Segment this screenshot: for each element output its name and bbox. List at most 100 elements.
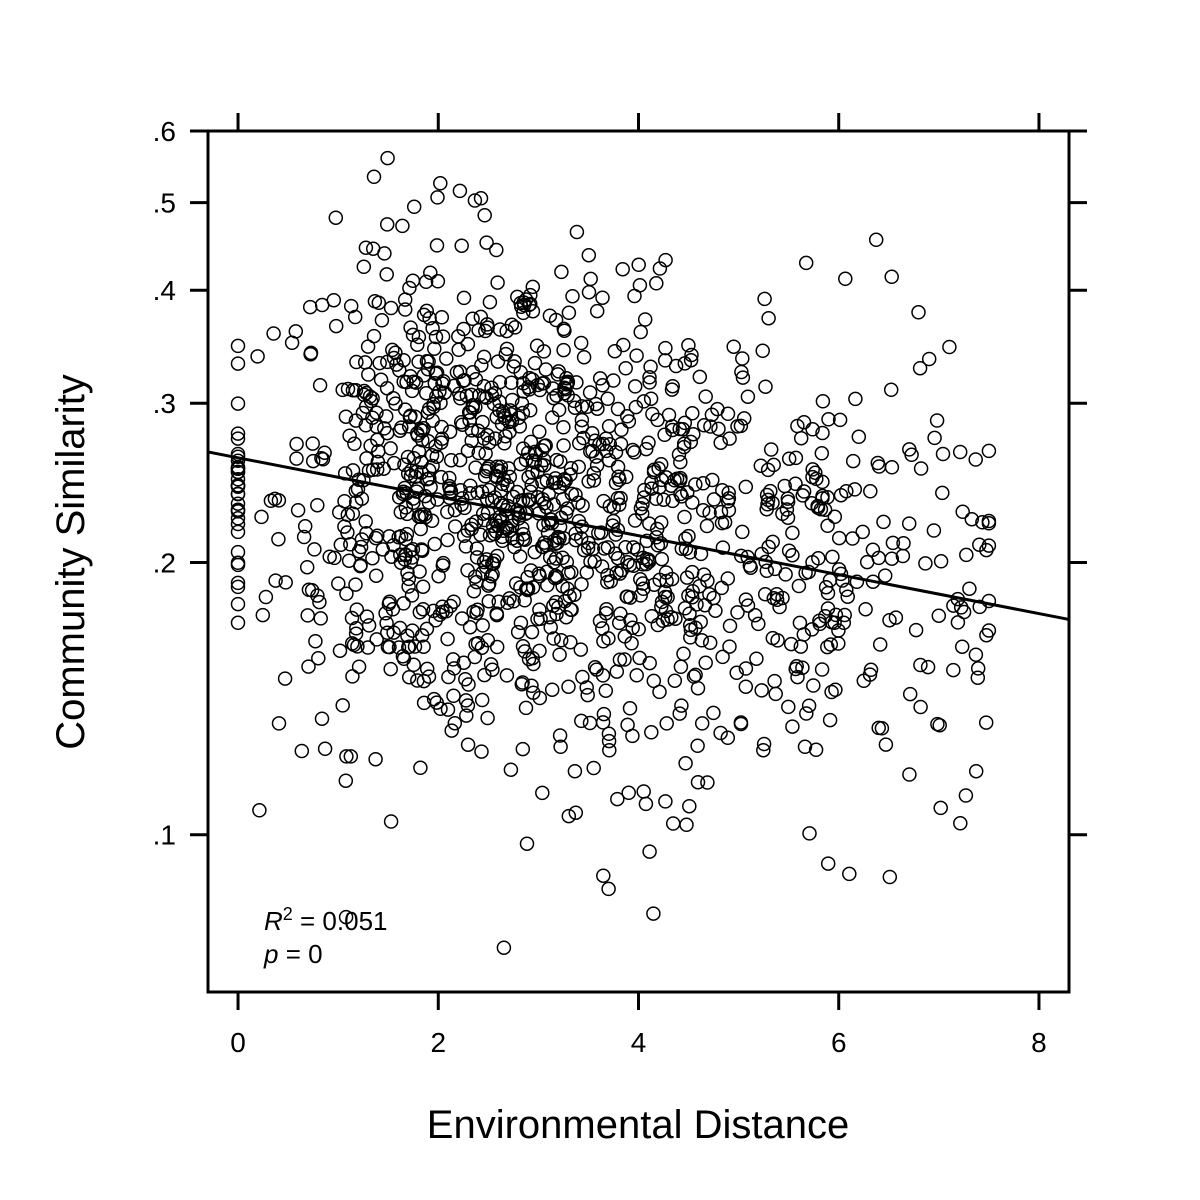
data-point-1041 [630, 542, 645, 557]
data-point-971 [632, 278, 648, 293]
y-tick-label-4: .5 [153, 188, 176, 219]
data-point-1129 [658, 252, 673, 268]
data-point-804 [587, 433, 603, 449]
data-point-675 [557, 472, 572, 487]
data-point-558 [518, 700, 534, 716]
data-point-457 [412, 564, 427, 579]
data-point-50 [369, 632, 384, 647]
data-point-777 [574, 577, 589, 592]
data-point-670 [506, 359, 521, 374]
data-point-1308 [913, 461, 929, 476]
data-point-436 [433, 176, 448, 191]
data-point-266 [437, 385, 453, 400]
data-point-262 [338, 909, 354, 925]
data-point-691 [532, 602, 547, 617]
data-point-292 [397, 302, 413, 317]
data-point-1256 [902, 442, 917, 457]
data-point-506 [311, 650, 326, 666]
data-point-160 [289, 436, 304, 452]
data-point-1125 [622, 557, 638, 573]
data-point-867 [567, 587, 582, 602]
data-point-948 [636, 784, 651, 799]
data-point-582 [537, 438, 552, 454]
data-point-908 [543, 620, 558, 635]
data-point-220 [401, 579, 416, 594]
data-point-987 [703, 419, 718, 434]
data-point-1385 [952, 444, 968, 460]
data-point-1039 [548, 594, 564, 610]
data-point-192 [398, 547, 413, 562]
data-point-1396 [931, 608, 947, 623]
data-point-1124 [720, 730, 736, 746]
data-point-184 [339, 749, 354, 764]
data-point-1138 [612, 497, 627, 512]
data-point-942 [659, 716, 674, 731]
data-point-820 [580, 687, 595, 703]
data-point-1355 [831, 636, 846, 651]
data-point-22 [230, 504, 246, 519]
data-point-935 [682, 606, 697, 621]
data-point-70 [368, 568, 384, 583]
data-point-1059 [665, 378, 680, 394]
data-point-904 [522, 493, 537, 508]
data-point-375 [421, 669, 437, 684]
data-point-1015 [627, 445, 642, 460]
data-point-720 [444, 723, 459, 738]
data-point-1114 [665, 422, 680, 438]
data-point-1227 [820, 856, 836, 871]
data-point-1277 [837, 607, 852, 623]
data-point-475 [414, 628, 430, 643]
data-point-1094 [738, 592, 754, 607]
data-point-1007 [683, 352, 699, 368]
data-point-831 [582, 385, 598, 400]
data-point-1381 [953, 816, 968, 831]
data-point-1371 [902, 686, 918, 702]
data-point-1220 [836, 615, 852, 631]
data-point-1080 [700, 775, 715, 790]
y-tick-label-3: .4 [153, 275, 176, 306]
data-point-493 [333, 537, 349, 553]
data-point-898 [532, 690, 548, 706]
data-point-1196 [832, 412, 848, 428]
data-point-800 [610, 401, 626, 417]
data-point-863 [542, 550, 558, 565]
data-point-1334 [839, 483, 854, 499]
data-point-812 [635, 496, 650, 512]
data-point-985 [684, 564, 700, 580]
data-point-536 [479, 235, 494, 250]
data-point-1347 [809, 471, 824, 487]
data-point-923 [561, 808, 577, 824]
data-point-589 [556, 438, 571, 453]
data-point-468 [489, 242, 504, 258]
data-point-818 [490, 354, 506, 369]
data-point-809 [617, 652, 632, 667]
data-point-1155 [654, 599, 669, 614]
data-point-1352 [822, 712, 838, 728]
data-point-1051 [644, 725, 659, 740]
data-point-444 [252, 803, 267, 818]
data-point-1323 [796, 414, 812, 430]
data-point-960 [722, 431, 737, 446]
data-point-289 [343, 749, 359, 764]
data-point-865 [544, 682, 560, 697]
data-point-203 [393, 504, 409, 520]
data-point-1135 [646, 673, 662, 689]
data-point-299 [477, 667, 492, 683]
data-point-1230 [847, 482, 863, 497]
data-point-385 [485, 566, 500, 582]
r2-value: = 0.051 [293, 906, 388, 936]
data-point-1342 [849, 574, 865, 590]
data-point-1194 [785, 547, 800, 563]
data-point-1390 [968, 763, 984, 779]
data-point-690 [627, 379, 643, 394]
data-point-736 [606, 513, 621, 529]
data-point-707 [451, 329, 466, 344]
data-point-1005 [608, 546, 623, 561]
data-point-1189 [711, 421, 726, 437]
data-point-1112 [620, 554, 635, 570]
data-point-370 [411, 329, 427, 345]
data-point-191 [315, 452, 331, 467]
data-point-1177 [672, 706, 687, 721]
data-point-236 [360, 640, 376, 655]
data-point-572 [524, 477, 539, 493]
